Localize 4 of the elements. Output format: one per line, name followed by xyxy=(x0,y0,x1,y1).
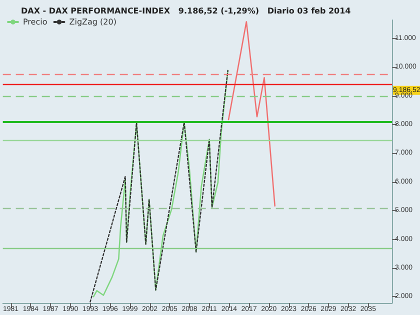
legend-label: Precio xyxy=(23,18,48,26)
line-series xyxy=(228,21,276,207)
legend-label: ZigZag (20) xyxy=(69,18,116,26)
chart-title: DAX - DAX PERFORMANCE-INDEX 9.186,52 (-1,29%) Diario 03 feb 2014 xyxy=(21,6,352,16)
